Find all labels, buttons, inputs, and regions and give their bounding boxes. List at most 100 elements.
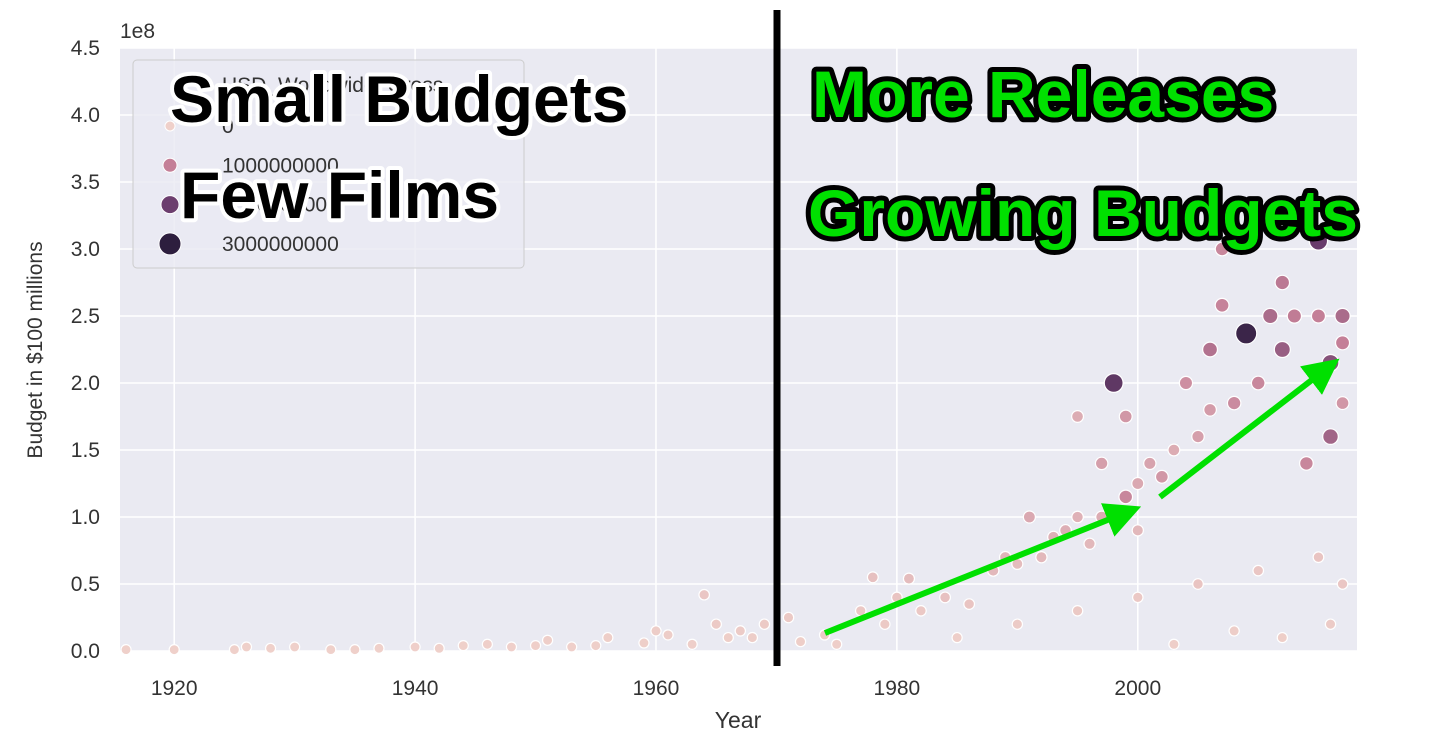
point xyxy=(120,644,132,656)
point xyxy=(264,642,277,654)
point xyxy=(1118,489,1134,505)
point xyxy=(1274,274,1291,291)
y-tick-label: 0.0 xyxy=(71,640,100,663)
point xyxy=(1154,469,1169,484)
point xyxy=(1250,375,1266,391)
arrow xyxy=(1158,358,1340,500)
point xyxy=(1071,410,1085,424)
point xyxy=(1273,340,1291,359)
arrow xyxy=(823,503,1142,636)
point xyxy=(710,618,722,630)
point xyxy=(1143,456,1157,471)
point xyxy=(1322,428,1339,446)
point xyxy=(734,625,747,637)
y-tick-label: 2.5 xyxy=(71,305,100,328)
point xyxy=(1192,578,1204,590)
point xyxy=(1202,341,1219,358)
point xyxy=(915,604,927,617)
y-offset-label: 1e8 xyxy=(120,20,155,43)
point xyxy=(1035,551,1048,564)
x-tick-label: 1960 xyxy=(633,677,680,700)
point xyxy=(1191,429,1205,444)
point xyxy=(650,625,662,637)
x-tick-label: 1920 xyxy=(151,677,198,700)
point xyxy=(1235,322,1258,345)
point xyxy=(1168,638,1180,650)
point xyxy=(1178,375,1194,391)
point xyxy=(698,588,711,601)
y-tick-label: 3.0 xyxy=(71,238,100,261)
point xyxy=(409,641,421,653)
legend-marker xyxy=(160,195,180,215)
point xyxy=(1071,605,1084,617)
annotation: Growing Budgets xyxy=(808,176,1358,250)
x-tick-label: 1940 xyxy=(392,677,439,700)
point xyxy=(529,640,542,652)
point xyxy=(289,641,301,653)
point xyxy=(1262,307,1279,325)
point xyxy=(349,644,361,656)
annotation: Small Budgets xyxy=(170,62,628,136)
point xyxy=(902,572,916,585)
legend-box xyxy=(132,59,525,269)
point xyxy=(433,642,445,654)
point xyxy=(1118,409,1133,424)
y-tick-label: 4.0 xyxy=(71,104,100,127)
point xyxy=(1299,456,1314,471)
annotation: More Releases xyxy=(812,57,1274,131)
legend-marker xyxy=(164,120,176,132)
point xyxy=(1226,395,1242,411)
annotation: Few Films xyxy=(180,158,499,232)
point xyxy=(457,640,469,652)
point xyxy=(1286,308,1303,324)
point xyxy=(1276,631,1288,644)
point xyxy=(1334,307,1351,325)
point xyxy=(879,618,891,630)
point xyxy=(1071,510,1084,524)
point xyxy=(1131,591,1144,604)
y-tick-label: 3.5 xyxy=(71,171,100,194)
point xyxy=(566,641,578,653)
y-tick-label: 1.0 xyxy=(71,506,100,529)
point xyxy=(1103,373,1124,394)
legend-marker xyxy=(162,157,178,173)
y-tick-label: 0.5 xyxy=(71,573,100,596)
point xyxy=(1167,443,1181,457)
point xyxy=(722,631,734,644)
point xyxy=(782,611,795,624)
x-tick-label: 1980 xyxy=(874,677,921,700)
point xyxy=(1334,335,1351,351)
legend-title: USD_Worldwide_Gross xyxy=(222,74,443,97)
point xyxy=(951,631,963,644)
point xyxy=(541,634,554,646)
point xyxy=(1310,308,1327,324)
point xyxy=(1228,625,1240,637)
point xyxy=(638,637,650,649)
point xyxy=(746,631,759,644)
legend-label: 1000000000 xyxy=(222,154,339,177)
point xyxy=(1324,618,1337,630)
point xyxy=(373,642,385,654)
legend-marker xyxy=(158,232,182,256)
point xyxy=(866,571,879,584)
point xyxy=(1083,537,1096,551)
legend-label: 0 xyxy=(222,115,234,138)
point xyxy=(1312,551,1325,564)
x-axis-label: Year xyxy=(715,707,762,733)
y-axis-label: Budget in $100 millions xyxy=(24,241,47,458)
point xyxy=(505,641,518,653)
point xyxy=(1011,618,1024,630)
point xyxy=(1335,396,1350,411)
legend-label: 3000000000 xyxy=(222,233,339,256)
point xyxy=(240,641,253,653)
point xyxy=(831,638,843,650)
y-tick-label: 2.0 xyxy=(71,372,100,395)
legend-label: 2000000000 xyxy=(222,194,339,217)
point xyxy=(1252,564,1265,577)
point xyxy=(963,598,976,610)
point xyxy=(1203,402,1217,417)
point xyxy=(602,631,614,644)
point xyxy=(168,644,180,656)
point xyxy=(325,644,337,656)
